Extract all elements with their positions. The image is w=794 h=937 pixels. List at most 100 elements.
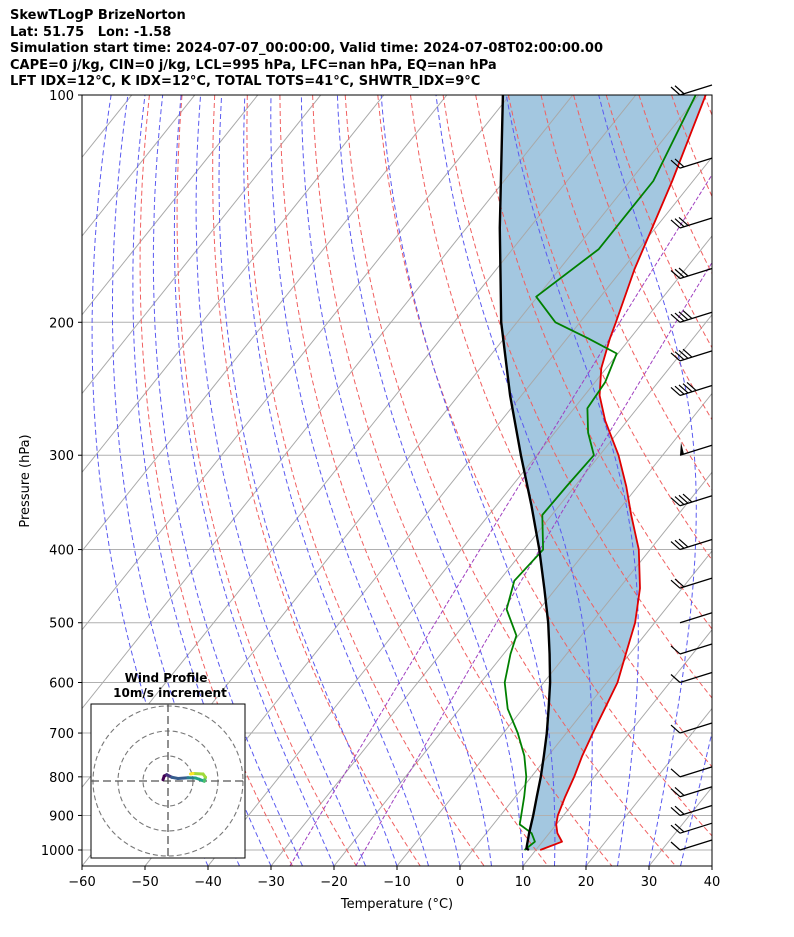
isotherm-line xyxy=(522,628,712,866)
mixing-ratio-line xyxy=(289,173,712,866)
dry-adiabat-line xyxy=(769,95,794,866)
wind-barb-flag xyxy=(674,85,685,95)
wind-barb-flag xyxy=(682,493,693,503)
x-tick-label: 0 xyxy=(456,875,464,890)
inset-content xyxy=(91,704,245,858)
cape-shaded-area xyxy=(499,95,706,850)
wind-barb-staff xyxy=(679,350,713,362)
mixing-ratio-lines xyxy=(289,173,712,866)
moist-adiabat-line xyxy=(195,95,366,866)
wind-barb-staff xyxy=(679,444,713,456)
wind-barb xyxy=(670,577,713,589)
moist-adiabat-line xyxy=(152,95,303,866)
moist-adiabat-line xyxy=(173,95,335,866)
wind-barb-staff xyxy=(679,804,713,817)
y-tick-label: 300 xyxy=(49,449,74,464)
dry-adiabat-line xyxy=(212,95,421,866)
wind-barb xyxy=(670,786,713,798)
y-tick-label: 600 xyxy=(49,677,74,692)
wind-barb-flag xyxy=(674,787,685,796)
x-tick-label: −40 xyxy=(194,875,221,890)
wind-barb-flag xyxy=(670,313,681,323)
hodograph-segment xyxy=(176,776,190,780)
y-axis-label: Pressure (hPa) xyxy=(18,434,33,527)
moist-adiabat-line xyxy=(218,95,398,866)
wind-barb xyxy=(670,217,713,229)
isotherm-line xyxy=(82,95,196,237)
dry-adiabat-line xyxy=(139,95,293,866)
dry-adiabat-line xyxy=(312,95,613,866)
stability-indices-line-1: CAPE=0 j/kg, CIN=0 j/kg, LCL=995 hPa, LF… xyxy=(10,57,497,73)
wind-barb-flag xyxy=(670,841,681,851)
moist-adiabat-line xyxy=(336,95,524,866)
wind-barb-staff xyxy=(679,84,713,96)
wind-barb-staff xyxy=(679,822,713,834)
wind-barb-flag xyxy=(678,217,689,226)
wind-barb xyxy=(670,310,713,323)
wind-barb-staff xyxy=(679,839,713,851)
wind-barb xyxy=(670,267,713,280)
isotherm-line xyxy=(82,95,574,710)
wind-barb-flag xyxy=(670,788,681,798)
wind-barb-flag xyxy=(670,386,681,396)
header-block: SkewTLogP BrizeNorton Lat: 51.75 Lon: -1… xyxy=(10,8,603,91)
wind-barb-flag xyxy=(674,539,685,549)
cape-shading-layer xyxy=(499,95,706,850)
dewpoint-profile-line xyxy=(503,95,697,851)
wind-barb-staff xyxy=(679,267,713,280)
x-tick-label: −20 xyxy=(320,875,347,890)
x-tick-label: −10 xyxy=(383,875,410,890)
wind-barb xyxy=(670,722,713,734)
isotherm-line xyxy=(396,471,712,866)
wind-barb-flag xyxy=(678,494,689,504)
wind-barb xyxy=(670,766,713,778)
wind-barb xyxy=(670,822,713,834)
wind-barb xyxy=(670,643,713,655)
wind-barb-flag xyxy=(678,538,689,548)
dry-adiabat-line xyxy=(442,95,712,699)
isotherm-line xyxy=(585,707,712,866)
wind-barb-flag xyxy=(670,824,681,834)
wind-barb xyxy=(670,157,713,169)
x-tick-label: 10 xyxy=(515,875,532,890)
isotherm-line xyxy=(711,865,712,866)
isotherm-line xyxy=(0,95,69,866)
y-tick-label: 400 xyxy=(49,544,74,559)
wind-barb-flag xyxy=(674,385,685,395)
wind-barb xyxy=(670,348,713,362)
dry-adiabat-line xyxy=(671,95,712,198)
wind-barb xyxy=(670,381,713,397)
moist-adiabat-line xyxy=(598,95,697,866)
isotherm-line xyxy=(144,156,712,866)
wind-barb-staff xyxy=(679,311,713,323)
wind-barb-flag xyxy=(670,352,681,362)
temperature-profile-line xyxy=(539,95,707,851)
wind-barb-flag xyxy=(670,724,681,734)
wind-barb-flag xyxy=(678,267,689,277)
parcel-profile-line xyxy=(498,95,552,852)
moist-adiabat-line xyxy=(243,95,429,866)
wind-barb-flag xyxy=(670,219,681,229)
x-axis-label: Temperature (°C) xyxy=(340,897,453,912)
inset-subtitle: 10m/s increment xyxy=(113,686,227,700)
chart-title: SkewTLogP BrizeNorton xyxy=(10,8,186,23)
dry-adiabat-line xyxy=(737,95,794,866)
wind-barb-staff xyxy=(679,538,713,551)
isotherm-line xyxy=(82,95,259,316)
wind-barb-flag xyxy=(670,807,681,816)
wind-barb-staff xyxy=(679,671,713,684)
y-tick-label: 900 xyxy=(49,809,74,824)
wind-barb-flag xyxy=(682,383,693,393)
inset-title: Wind Profile xyxy=(125,671,208,685)
wind-barb-staff xyxy=(679,766,713,778)
axis-ticks: −60 −50 −40 −30 −20 −10 0 10 20 30 40 100 200 300 400 5… xyxy=(41,89,720,890)
isotherm-line xyxy=(82,95,448,552)
wind-barb-flag xyxy=(678,349,689,359)
wind-barb-staff xyxy=(679,612,713,624)
wind-barb xyxy=(670,839,713,851)
x-tick-label: −60 xyxy=(68,875,95,890)
wind-barb-flag xyxy=(686,381,697,391)
wind-barb-flag xyxy=(674,312,685,322)
hodograph-segment xyxy=(191,772,205,776)
